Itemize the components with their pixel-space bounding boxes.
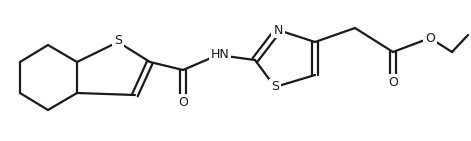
- Text: HN: HN: [211, 48, 229, 60]
- Text: S: S: [271, 81, 279, 93]
- Text: O: O: [388, 75, 398, 89]
- Text: O: O: [178, 95, 188, 109]
- Text: N: N: [273, 24, 283, 37]
- Text: S: S: [114, 34, 122, 47]
- Text: O: O: [425, 31, 435, 45]
